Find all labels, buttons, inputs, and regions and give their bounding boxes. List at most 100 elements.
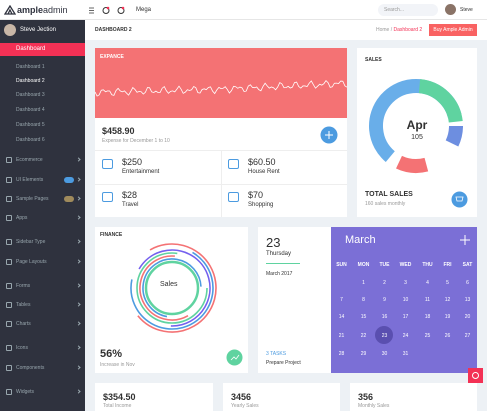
menu-icon (6, 196, 12, 202)
calendar-day[interactable]: 22 (360, 333, 367, 339)
calendar-day[interactable]: 9 (383, 297, 386, 303)
item-amount: $70 (248, 190, 264, 200)
crumb-current: Dashboard 2 (393, 27, 423, 33)
calendar-day[interactable]: 18 (424, 314, 431, 320)
calendar-day[interactable]: 7 (340, 297, 343, 303)
menu-icon (6, 365, 12, 371)
calendar-day[interactable]: 26 (444, 333, 451, 339)
avatar[interactable] (445, 4, 456, 15)
item-icon (228, 192, 239, 202)
finance-note: Increase in Nov (100, 362, 135, 368)
finance-rings (127, 243, 217, 333)
calendar-day[interactable]: 23 (381, 333, 388, 339)
card-title: SALES (365, 57, 382, 63)
menu-item[interactable]: Page Layouts (16, 259, 47, 265)
date-rule (266, 263, 300, 264)
search-box[interactable] (378, 4, 438, 16)
menu-item[interactable]: Sidebar Type (16, 239, 46, 245)
submenu-item[interactable]: Dashboard 1 (16, 64, 45, 70)
stat-value: 3456 (231, 392, 252, 402)
date-day: 23 (266, 235, 281, 250)
menu-item[interactable]: Forms (16, 283, 31, 289)
menu-icon (6, 177, 12, 183)
calendar-day[interactable]: 2 (383, 280, 386, 286)
calendar-day[interactable]: 13 (464, 297, 471, 303)
calendar-day[interactable]: 14 (338, 314, 345, 320)
menu-icon (6, 389, 12, 395)
menu-icon (6, 215, 12, 221)
logo-brand: ample (17, 5, 44, 15)
stat-label: Total Income (103, 403, 132, 409)
user-name[interactable]: Steve (460, 7, 473, 13)
submenu-item[interactable]: Dashboard 5 (16, 122, 45, 128)
rings-center: Sales (160, 281, 178, 288)
submenu-item[interactable]: Dashboard 4 (16, 107, 45, 113)
weekday: FRI (443, 262, 452, 268)
weekday: WED (399, 262, 412, 268)
buy-button[interactable]: Buy Ample Admin (429, 24, 477, 36)
menu-badge (64, 196, 74, 202)
calendar-add[interactable] (460, 235, 470, 245)
calendar-day[interactable]: 19 (444, 314, 451, 320)
divider (221, 150, 222, 217)
calendar-day[interactable]: 29 (360, 351, 367, 357)
calendar-day[interactable]: 6 (466, 280, 469, 286)
item-amount: $28 (122, 190, 138, 200)
calendar-day[interactable]: 5 (446, 280, 449, 286)
calendar-day[interactable]: 11 (424, 297, 431, 303)
cart-button[interactable] (451, 191, 468, 208)
mega-menu[interactable]: Mega (136, 7, 152, 13)
calendar-day[interactable]: 27 (464, 333, 471, 339)
calendar-day[interactable]: 12 (444, 297, 451, 303)
settings-button[interactable] (468, 368, 483, 383)
menu-item[interactable]: Widgets (16, 389, 35, 395)
menu-item[interactable]: Icons (16, 345, 28, 351)
menu-item[interactable]: Dashboard (16, 46, 46, 52)
crumb-sep: / (390, 27, 393, 33)
submenu-item[interactable]: Dashboard 2 (16, 78, 45, 84)
menu-item[interactable]: Ecommerce (16, 157, 43, 163)
expense-sparkline (95, 80, 347, 97)
item-label: Shopping (248, 202, 274, 208)
menu-item[interactable]: UI Elements (16, 177, 44, 183)
weekday: SUN (336, 262, 347, 268)
task-count: 3 TASKS (266, 351, 287, 357)
stat-label: Monthly Sales (358, 403, 390, 409)
crumb-home[interactable]: Home (376, 27, 390, 33)
sidebar-user[interactable]: Steve Jection (20, 27, 57, 33)
calendar-day[interactable]: 17 (402, 314, 409, 320)
top-icons[interactable] (88, 6, 138, 15)
active-item[interactable] (0, 43, 85, 56)
calendar-day[interactable]: 4 (426, 280, 429, 286)
menu-item[interactable]: Components (16, 365, 45, 371)
trend-button[interactable] (226, 349, 243, 366)
task-name: Prepare Project (266, 360, 301, 366)
calendar-day[interactable]: 10 (402, 297, 409, 303)
calendar-day[interactable]: 25 (424, 333, 431, 339)
total-sales-label: TOTAL SALES (365, 191, 413, 198)
calendar-day[interactable]: 21 (338, 333, 345, 339)
calendar-day[interactable]: 28 (338, 351, 345, 357)
menu-item[interactable]: Tables (16, 302, 31, 308)
expense-amount: $458.90 (102, 126, 135, 136)
submenu-item[interactable]: Dashboard 3 (16, 92, 45, 98)
calendar-day[interactable]: 8 (362, 297, 365, 303)
calendar-day[interactable]: 15 (360, 314, 367, 320)
menu-item[interactable]: Apps (16, 215, 28, 221)
menu-item[interactable]: Charts (16, 321, 31, 327)
calendar-day[interactable]: 3 (404, 280, 407, 286)
calendar-day[interactable]: 24 (402, 333, 409, 339)
add-button[interactable] (320, 126, 338, 144)
divider (95, 184, 347, 185)
calendar-day[interactable]: 31 (402, 351, 409, 357)
calendar-day[interactable]: 20 (464, 314, 471, 320)
submenu-item[interactable]: Dashboard 6 (16, 137, 45, 143)
topbar (0, 0, 487, 20)
item-amount: $250 (122, 157, 143, 167)
calendar-day[interactable]: 16 (381, 314, 388, 320)
menu-item[interactable]: Sample Pages (16, 196, 49, 202)
calendar-day[interactable]: 1 (362, 280, 365, 286)
calendar-day[interactable]: 30 (381, 351, 388, 357)
search-placeholder: Search... (384, 7, 405, 13)
stat-label: Yearly Sales (231, 403, 259, 409)
